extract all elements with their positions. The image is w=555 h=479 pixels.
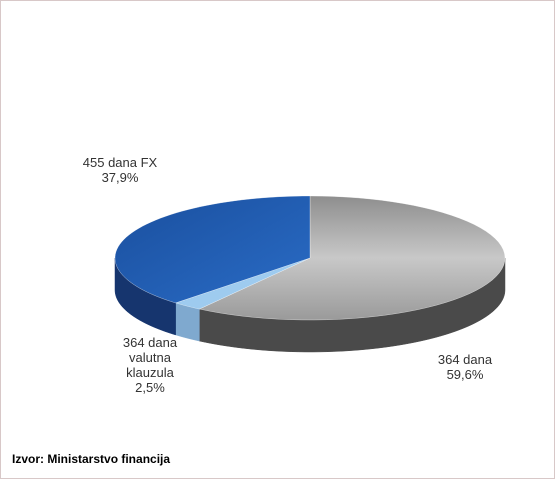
category-label: 364 dana valutna klauzula [122,335,178,380]
value-label: 2,5% [135,380,165,395]
slice [114,195,311,304]
slice-label: 455 dana FX 37,9% [55,155,185,185]
category-label: 455 dana FX [82,155,158,170]
value-label: 37,9% [101,170,139,185]
category-label: 364 dana [437,352,493,367]
value-label: 59,6% [446,367,484,382]
source: Izvor: Ministarstvo financija [12,452,171,466]
slice [198,195,506,321]
slice-label: 364 dana 59,6% [410,352,520,382]
slice-label: 364 dana valutna klauzula 2,5% [100,335,200,395]
slice [175,257,311,310]
